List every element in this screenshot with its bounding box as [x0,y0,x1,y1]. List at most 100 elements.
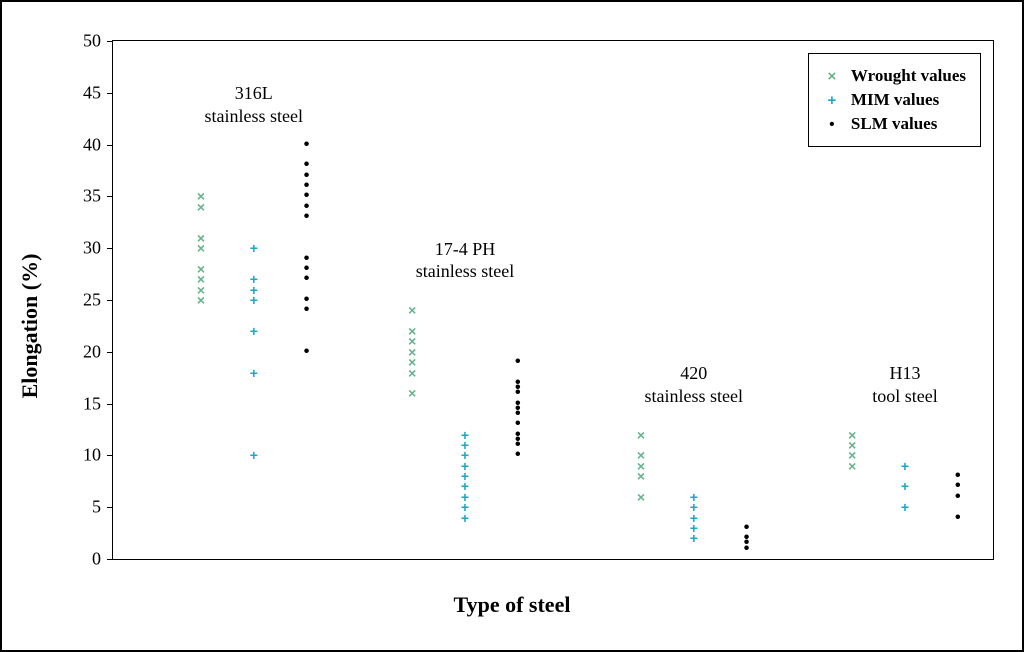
data-point: • [955,478,961,494]
y-tick-label: 10 [83,445,101,466]
data-point: × [637,469,645,483]
data-point: + [690,511,698,525]
category-label-line2: stainless steel [645,385,743,408]
data-point: + [690,500,698,514]
data-point: × [637,490,645,504]
y-tick-label: 5 [92,497,101,518]
data-point: • [304,271,310,287]
legend-marker: + [823,93,841,108]
data-point: × [197,272,205,286]
chart-frame: Elongation (%) Type of steel × Wrought va… [0,0,1024,652]
x-axis-label: Type of steel [454,592,571,618]
data-point: + [250,283,258,297]
data-point: × [848,438,856,452]
y-axis-label: Elongation (%) [17,254,43,399]
legend-label: Wrought values [851,66,966,86]
data-point: × [408,345,416,359]
data-point: × [197,200,205,214]
legend-label: SLM values [851,114,937,134]
y-tick-label: 20 [83,341,101,362]
data-point: • [515,375,521,391]
category-label-line1: 420 [645,362,743,385]
data-point: + [250,324,258,338]
data-point: • [304,178,310,194]
data-point: • [304,251,310,267]
y-tick-label: 35 [83,186,101,207]
category-label-line2: tool steel [872,385,938,408]
data-point: × [637,448,645,462]
data-point: + [901,459,909,473]
data-point: × [408,355,416,369]
data-point: • [304,157,310,173]
legend-item: × Wrought values [823,66,966,86]
data-point: + [250,293,258,307]
data-point: • [304,199,310,215]
data-point: • [515,406,521,422]
legend-item: • SLM values [823,114,966,134]
data-point: + [461,428,469,442]
category-label-line1: H13 [872,362,938,385]
data-point: × [197,293,205,307]
y-tick-label: 25 [83,290,101,311]
data-point: • [515,354,521,370]
data-point: • [515,416,521,432]
data-point: + [690,531,698,545]
data-point: + [250,448,258,462]
data-point: • [955,510,961,526]
data-point: × [197,231,205,245]
data-point: • [304,168,310,184]
category-label-line1: 316L [205,82,303,105]
data-point: • [304,302,310,318]
data-point: • [304,261,310,277]
data-point: • [515,427,521,443]
category-label-line1: 17-4 PH [416,238,514,261]
data-point: + [461,479,469,493]
data-point: + [250,272,258,286]
data-point: × [848,459,856,473]
legend-item: + MIM values [823,90,966,110]
data-point: × [197,189,205,203]
data-point: • [515,437,521,453]
data-point: • [515,401,521,417]
y-tick-label: 45 [83,82,101,103]
data-point: × [408,303,416,317]
data-point: • [744,541,750,557]
data-point: × [637,459,645,473]
category-label: 420stainless steel [645,362,743,407]
legend-marker: • [823,117,841,132]
y-tick-label: 40 [83,134,101,155]
data-point: × [637,428,645,442]
legend: × Wrought values + MIM values • SLM values [808,53,981,147]
plot-container: Elongation (%) Type of steel × Wrought va… [20,20,1004,632]
data-point: + [461,500,469,514]
data-point: × [197,283,205,297]
data-point: + [461,448,469,462]
data-point: + [461,459,469,473]
y-tick-label: 30 [83,238,101,259]
y-tick-label: 50 [83,31,101,52]
y-tick-label: 15 [83,393,101,414]
data-point: + [250,241,258,255]
data-point: + [461,469,469,483]
data-point: • [515,396,521,412]
data-point: • [744,520,750,536]
data-point: × [848,428,856,442]
plot-area: ×Wrought values+MIM values•SLM values 05… [112,40,994,560]
data-point: • [744,530,750,546]
data-point: + [901,479,909,493]
data-point: + [690,521,698,535]
data-point: × [197,262,205,276]
legend-label: MIM values [851,90,939,110]
data-point: × [848,448,856,462]
legend-marker: × [823,69,841,84]
data-point: + [250,366,258,380]
data-point: • [515,432,521,448]
data-point: • [304,209,310,225]
category-label: 17-4 PHstainless steel [416,238,514,283]
y-tick-label: 0 [92,549,101,570]
category-label-line2: stainless steel [205,105,303,128]
data-point: + [461,490,469,504]
data-point: • [304,137,310,153]
data-point: × [408,334,416,348]
data-point: • [304,344,310,360]
